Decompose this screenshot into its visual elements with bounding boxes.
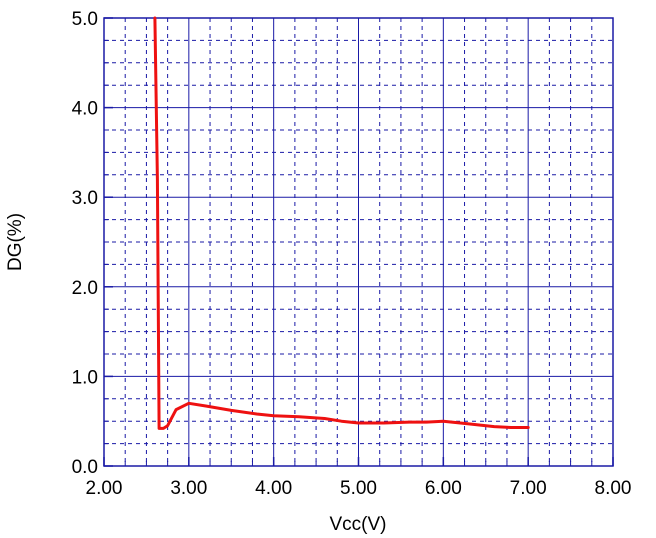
y-tick-labels: 0.0 1.0 2.0 3.0 4.0 5.0 (72, 9, 98, 478)
x-tick-label: 4.00 (255, 478, 292, 499)
y-tick-label: 4.0 (72, 99, 98, 120)
y-tick-label: 1.0 (72, 367, 98, 388)
x-tick-label: 8.00 (595, 478, 632, 499)
x-tick-label: 5.00 (340, 478, 377, 499)
x-axis-title: Vcc(V) (330, 514, 387, 535)
series-layer (153, 16, 530, 430)
axis-ticks (103, 17, 614, 467)
y-tick-label: 5.0 (72, 9, 98, 30)
x-tick-labels: 2.00 3.00 4.00 5.00 6.00 7.00 8.00 (86, 478, 632, 499)
x-tick-label: 6.00 (425, 478, 462, 499)
y-axis-title: DG(%) (5, 213, 26, 271)
x-tick-label: 7.00 (510, 478, 547, 499)
y-tick-label: 3.0 (72, 188, 98, 209)
y-tick-label: 0.0 (72, 457, 98, 478)
y-tick-label: 2.0 (72, 278, 98, 299)
series-line (153, 16, 530, 430)
x-tick-label: 2.00 (86, 478, 123, 499)
x-tick-label: 3.00 (170, 478, 207, 499)
